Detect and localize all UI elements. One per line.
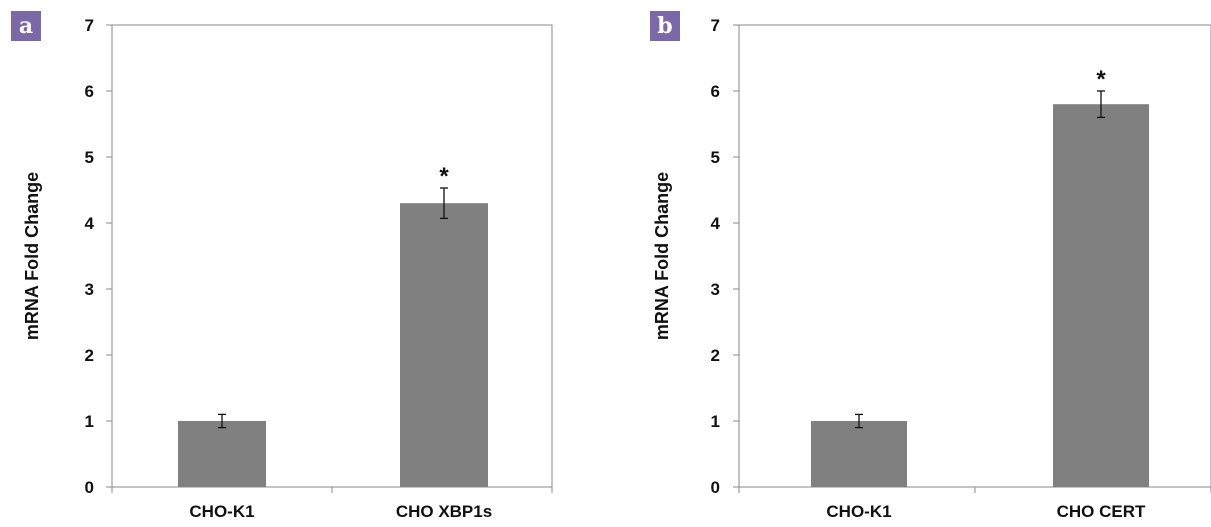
x-category-label: CHO-K1: [189, 502, 254, 521]
bar-cho-cert: [1053, 104, 1149, 487]
x-category-label: CHO XBP1s: [396, 502, 492, 521]
y-tick-label: 4: [711, 214, 721, 233]
bar-cho-xbp1s: [400, 203, 488, 487]
y-tick-label: 0: [85, 478, 94, 497]
panel-label-box: [11, 11, 41, 41]
y-tick-label: 7: [85, 16, 94, 35]
y-tick-label: 4: [85, 214, 95, 233]
bar-cho-k1: [178, 421, 266, 487]
y-tick-label: 1: [711, 412, 720, 431]
y-tick-label: 7: [711, 16, 720, 35]
y-tick-label: 6: [711, 82, 720, 101]
chart-panel-b: b 0 1 2 3 4 5 6 7 mRNA Fold Change CHO-K1 * CHO CERT: [650, 11, 1211, 521]
bar-cho-k1: [811, 421, 907, 487]
significance-marker: *: [439, 163, 449, 190]
y-tick-label: 5: [85, 148, 94, 167]
panel-label: a: [19, 13, 33, 39]
y-tick-label: 0: [711, 478, 720, 497]
y-tick-label: 2: [85, 346, 94, 365]
y-tick-label: 3: [85, 280, 94, 299]
y-axis-label: mRNA Fold Change: [22, 172, 42, 340]
y-tick-label: 2: [711, 346, 720, 365]
x-category-label: CHO CERT: [1057, 502, 1146, 521]
y-tick-label: 1: [85, 412, 94, 431]
panel-label: b: [657, 13, 672, 39]
chart-panel-a: a 0 1 2 3 4 5 6 7 mRNA Fold Change CHO-K1 * CHO XBP1…: [11, 11, 553, 521]
y-axis-label: mRNA Fold Change: [652, 172, 672, 340]
y-tick-label: 3: [711, 280, 720, 299]
x-category-label: CHO-K1: [826, 502, 891, 521]
significance-marker: *: [1096, 66, 1106, 93]
y-tick-label: 5: [711, 148, 720, 167]
y-tick-label: 6: [85, 82, 94, 101]
panel-label-box: [650, 11, 680, 41]
